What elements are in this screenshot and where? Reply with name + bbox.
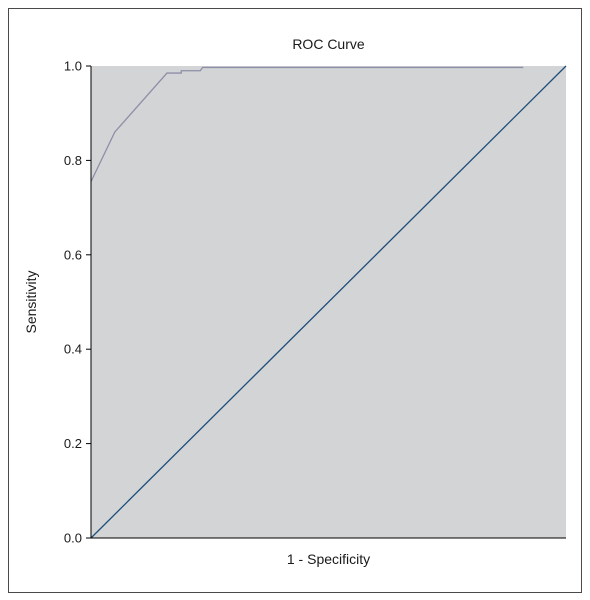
y-tick-label: 0.4 [64, 342, 82, 357]
chart-title: ROC Curve [292, 36, 365, 52]
y-tick-label: 0.0 [64, 531, 82, 546]
y-axis-title: Sensitivity [23, 270, 39, 333]
y-tick-label: 0.6 [64, 247, 82, 262]
y-tick-label: 0.2 [64, 436, 82, 451]
roc-curve-line [90, 66, 524, 182]
chart-frame [8, 8, 582, 593]
reference-line [90, 65, 567, 539]
x-axis-title: 1 - Specificity [287, 551, 370, 567]
y-tick-label: 0.8 [64, 153, 82, 168]
y-tick-label: 1.0 [64, 59, 82, 74]
